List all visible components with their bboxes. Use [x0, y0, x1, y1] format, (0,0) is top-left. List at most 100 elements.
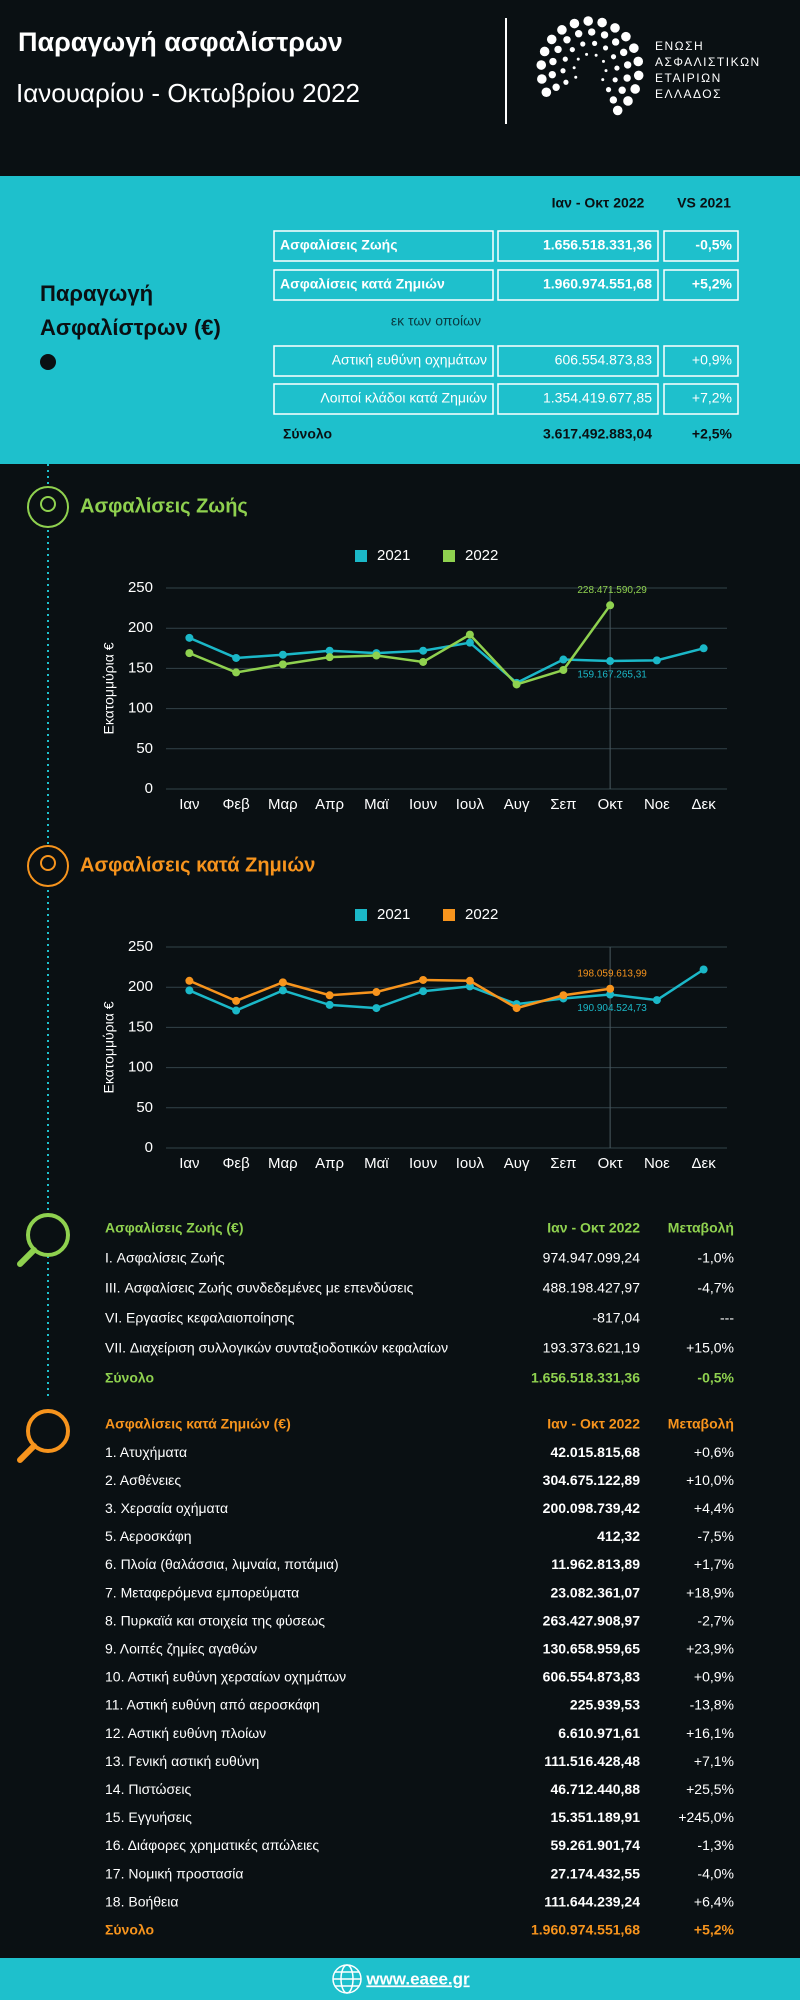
- logo-dot: [611, 38, 620, 46]
- data-point: [606, 601, 615, 610]
- table-header: Ασφαλίσεις κατά Ζημιών (€): [105, 1416, 291, 1432]
- summary-total: 3.617.492.883,04: [543, 426, 652, 442]
- logo-dot: [572, 66, 576, 70]
- table-cell: -1,3%: [697, 1837, 734, 1853]
- summary-subheading: εκ των οποίων: [391, 313, 481, 329]
- page-subtitle: Ιανουαρίου - Οκτωβρίου 2022: [16, 78, 360, 108]
- table-total: -0,5%: [697, 1370, 734, 1386]
- table-cell: -4,7%: [697, 1280, 734, 1296]
- table-header: Ιαν - Οκτ 2022: [547, 1416, 640, 1432]
- table-header: Ιαν - Οκτ 2022: [547, 1220, 640, 1236]
- logo-dot: [633, 70, 644, 81]
- x-tick-label: Μαρ: [268, 796, 298, 813]
- summary-box: [497, 230, 659, 262]
- logo-dot: [594, 53, 598, 57]
- logo-dot: [557, 25, 567, 35]
- logo-dot: [630, 84, 640, 94]
- logo-dot: [614, 65, 620, 71]
- logo-dot: [580, 41, 586, 47]
- table-cell: -817,04: [593, 1310, 641, 1326]
- x-tick-label: Σεπ: [550, 796, 576, 813]
- logo-dot: [605, 87, 612, 93]
- section-title: Ασφαλίσεις κατά Ζημιών: [80, 854, 315, 876]
- data-point: [559, 655, 568, 664]
- section-title: Ασφαλίσεις Ζωής: [80, 495, 248, 517]
- logo-dot: [574, 30, 583, 38]
- table-cell: 7. Μεταφερόμενα εμπορεύματα: [105, 1584, 299, 1600]
- data-point: [232, 1006, 241, 1015]
- data-point: [699, 644, 708, 653]
- data-point: [606, 984, 615, 993]
- y-tick-label: 100: [128, 700, 153, 717]
- logo-dot: [562, 56, 568, 62]
- table-total: 1.960.974.551,68: [531, 1922, 640, 1938]
- data-point: [419, 657, 428, 666]
- legend-swatch: [443, 550, 455, 562]
- table-cell: ---: [720, 1310, 734, 1326]
- summary-box: [663, 269, 739, 301]
- data-point: [559, 991, 568, 1000]
- table-cell: 14. Πιστώσεις: [105, 1781, 191, 1797]
- x-tick-label: Ιουλ: [456, 1155, 485, 1172]
- data-point: [232, 996, 241, 1005]
- table-cell: 974.947.099,24: [543, 1250, 641, 1266]
- summary-box: [273, 230, 494, 262]
- table-cell: 11.962.813,89: [551, 1556, 640, 1572]
- logo-dot: [629, 43, 639, 53]
- data-point: [325, 646, 334, 655]
- summary-box: [663, 230, 739, 262]
- data-point: [325, 991, 334, 1000]
- table-icon: [17, 1247, 37, 1267]
- table-cell: +18,9%: [686, 1584, 734, 1600]
- data-label: 198.059.613,99: [577, 968, 647, 979]
- table-cell: 488.198.427,97: [543, 1280, 641, 1296]
- series-line: [188, 636, 704, 685]
- y-tick-label: 50: [136, 740, 153, 757]
- y-axis-label: Εκατομμύρια €: [101, 1001, 117, 1093]
- logo-dot: [583, 16, 593, 26]
- x-tick-label: Απρ: [315, 1155, 344, 1172]
- data-point: [465, 638, 474, 647]
- footer-link[interactable]: www.eaee.gr: [365, 1969, 470, 1988]
- legend-label: 2021: [377, 906, 410, 923]
- x-tick-label: Φεβ: [222, 1155, 250, 1172]
- table-cell: 17. Νομική προστασία: [105, 1865, 243, 1881]
- section-icon: [27, 486, 69, 528]
- summary-cell: Αστική ευθύνη οχημάτων: [332, 352, 487, 368]
- x-tick-label: Ιουλ: [456, 796, 485, 813]
- logo-dot: [623, 74, 631, 82]
- x-tick-label: Δεκ: [692, 1155, 717, 1172]
- table-cell: VII. Διαχείριση συλλογικών συνταξιοδοτικ…: [105, 1340, 448, 1356]
- data-point: [278, 650, 287, 659]
- summary-cell: Ασφαλίσεις κατά Ζημιών: [280, 276, 445, 292]
- table-cell: +10,0%: [686, 1472, 734, 1488]
- y-tick-label: 50: [136, 1099, 153, 1116]
- logo-dot: [597, 17, 607, 28]
- table-total: Σύνολο: [105, 1922, 154, 1938]
- data-point: [419, 646, 428, 655]
- table-cell: 2. Ασθένειες: [105, 1472, 181, 1488]
- table-cell: 15.351.189,91: [550, 1809, 640, 1825]
- legend-label: 2021: [377, 547, 410, 564]
- logo-dot: [610, 23, 620, 33]
- table-icon: [17, 1443, 37, 1463]
- legend-label: 2022: [465, 906, 498, 923]
- logo-dot: [602, 45, 609, 51]
- summary-cell: +7,2%: [692, 390, 732, 406]
- summary-cell: +5,2%: [692, 276, 733, 292]
- y-tick-label: 0: [145, 780, 153, 797]
- logo-dot: [552, 83, 560, 91]
- y-tick-label: 0: [145, 1139, 153, 1156]
- summary-cell: 1.656.518.331,36: [543, 237, 652, 253]
- y-tick-label: 150: [128, 659, 153, 676]
- logo-dot: [601, 59, 605, 63]
- data-point: [419, 975, 428, 984]
- logo-dot: [546, 34, 557, 45]
- logo-dot: [536, 60, 547, 70]
- table-cell: VI. Εργασίες κεφαλαιοποίησης: [105, 1310, 295, 1326]
- table-cell: 8. Πυρκαϊά και στοιχεία της φύσεως: [105, 1612, 325, 1628]
- data-point: [372, 988, 381, 997]
- table-cell: +0,9%: [694, 1669, 734, 1685]
- table-cell: +4,4%: [694, 1500, 734, 1516]
